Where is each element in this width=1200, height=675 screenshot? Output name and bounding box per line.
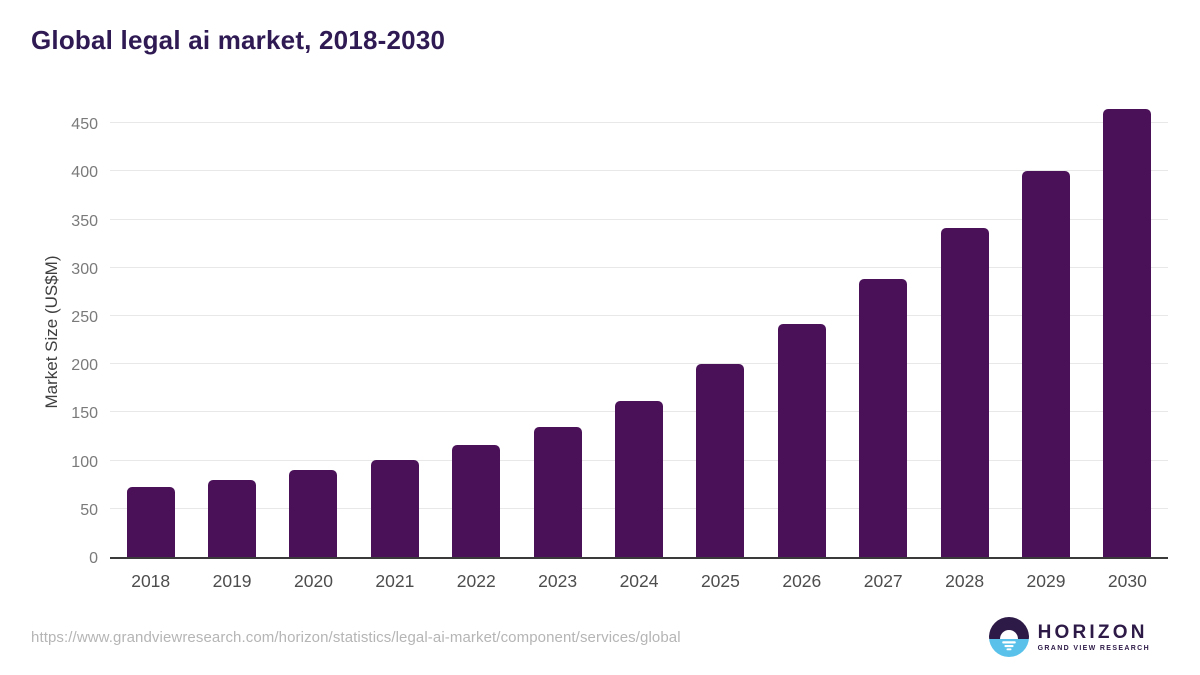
brand-logo: HORIZON GRAND VIEW RESEARCH	[988, 617, 1150, 657]
y-tick-label-450: 450	[71, 116, 98, 134]
x-tick-label-2027: 2027	[863, 571, 903, 591]
bars-row	[110, 105, 1168, 557]
plot-area	[110, 105, 1168, 559]
bar-2029	[1021, 171, 1070, 557]
bar-2024	[615, 400, 664, 557]
bar-slot-2020	[273, 105, 354, 557]
x-tick-label-2022: 2022	[456, 571, 496, 591]
bar-slot-2021	[354, 105, 435, 557]
bar-2019	[208, 479, 257, 557]
bar-slot-2018	[110, 105, 191, 557]
x-tick-label-2019: 2019	[212, 571, 252, 591]
logo-text: HORIZON GRAND VIEW RESEARCH	[1038, 623, 1150, 652]
source-url: https://www.grandviewresearch.com/horizo…	[31, 628, 681, 646]
x-tick-label-2024: 2024	[619, 571, 659, 591]
gridline-350	[110, 218, 1168, 220]
x-tick-label-2021: 2021	[375, 571, 415, 591]
logo-brand-name: HORIZON	[1037, 621, 1148, 643]
x-tick-label-2028: 2028	[945, 571, 985, 591]
bar-2022	[452, 445, 501, 557]
bar-slot-2026	[761, 105, 842, 557]
bar-2030	[1103, 108, 1152, 557]
x-tick-label-2018: 2018	[131, 571, 171, 591]
logo-sub-brand: GRAND VIEW RESEARCH	[1037, 644, 1150, 652]
gridline-400	[110, 170, 1168, 172]
bar-slot-2023	[517, 105, 598, 557]
x-tick-label-2020: 2020	[294, 571, 333, 591]
y-tick-label-400: 400	[71, 164, 98, 182]
horizon-sunrise-icon	[988, 617, 1029, 657]
x-tick-label-2023: 2023	[538, 571, 578, 591]
y-tick-label-150: 150	[71, 405, 98, 423]
gridline-300	[110, 266, 1168, 268]
y-tick-label-100: 100	[71, 453, 98, 471]
bar-2020	[289, 470, 338, 557]
y-tick-label-250: 250	[71, 309, 98, 327]
gridline-200	[110, 363, 1168, 365]
bar-2027	[859, 279, 908, 557]
y-tick-label-350: 350	[71, 212, 98, 230]
bar-slot-2030	[1087, 105, 1168, 557]
bar-slot-2025	[680, 105, 761, 557]
bar-slot-2019	[191, 105, 272, 557]
x-tick-label-2029: 2029	[1026, 571, 1066, 591]
x-tick-label-2025: 2025	[700, 571, 740, 591]
y-tick-label-300: 300	[71, 260, 98, 278]
y-tick-label-0: 0	[89, 550, 98, 567]
bar-2018	[126, 486, 175, 557]
x-tick-label-2030: 2030	[1107, 571, 1147, 591]
bar-2025	[696, 364, 745, 557]
bar-2028	[940, 228, 989, 557]
bar-2021	[370, 459, 419, 557]
y-tick-label-50: 50	[80, 501, 98, 519]
bar-2023	[533, 426, 582, 557]
footer: https://www.grandviewresearch.com/horizo…	[31, 612, 1150, 662]
bar-slot-2028	[924, 105, 1005, 557]
bar-slot-2024	[598, 105, 679, 557]
y-axis-tick-labels: 0 50 100 150 200 250 300 350 400 450	[30, 105, 98, 567]
gridline-450	[110, 122, 1168, 124]
page-title: Global legal ai market, 2018-2030	[31, 25, 446, 55]
x-axis-tick-labels: 2018 2019 2020 2021 2022 2023 2024 2025 2026 2027…	[110, 565, 1168, 592]
gridline-250	[110, 315, 1168, 317]
bar-slot-2022	[436, 105, 517, 557]
bar-2026	[777, 323, 826, 557]
y-tick-label-200: 200	[71, 357, 98, 375]
x-tick-label-2026: 2026	[782, 571, 822, 591]
bar-slot-2029	[1005, 105, 1086, 557]
bar-slot-2027	[843, 105, 924, 557]
